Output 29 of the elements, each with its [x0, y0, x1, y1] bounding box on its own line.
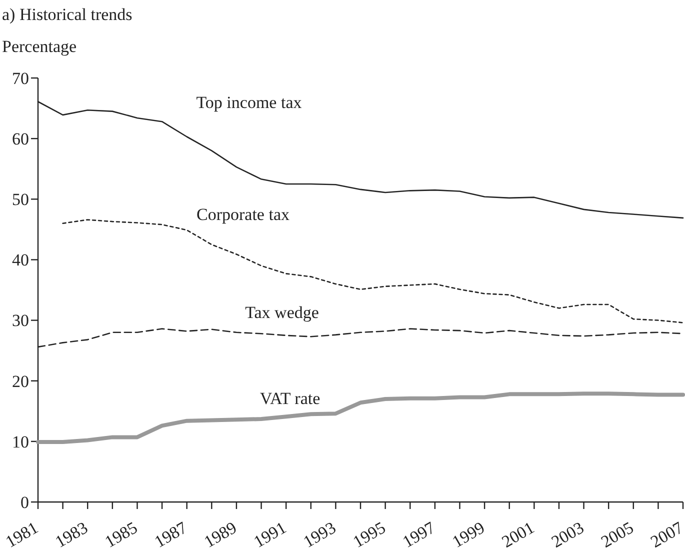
series-label: VAT rate: [260, 389, 320, 408]
y-tick-label: 10: [12, 432, 29, 452]
x-tick-label: 2003: [548, 518, 588, 552]
y-tick-label: 30: [12, 311, 29, 330]
x-tick-label: 2007: [647, 518, 685, 552]
x-tick-label: 1993: [300, 518, 340, 552]
x-tick-label: 1985: [102, 518, 141, 552]
y-tick-label: 70: [12, 68, 29, 88]
x-tick-label: 1997: [399, 518, 439, 552]
x-tick-label: 2001: [498, 518, 538, 552]
y-axis-title: Percentage: [2, 37, 77, 56]
line-series: [36, 392, 685, 444]
x-tick-label: 1981: [2, 518, 42, 552]
y-tick-label: 40: [12, 250, 29, 270]
x-tick-label: 1991: [250, 518, 290, 552]
x-tick-label: 1989: [200, 518, 240, 552]
series-label: Corporate tax: [196, 205, 290, 224]
y-tick-label: 60: [12, 130, 29, 149]
y-tick-label: 50: [12, 190, 29, 210]
y-tick-label: 0: [20, 492, 29, 512]
series-label: Top income tax: [196, 93, 302, 112]
x-tick-label: 1999: [448, 518, 488, 552]
x-tick-label: 1987: [151, 518, 191, 552]
x-tick-label: 1983: [52, 518, 91, 552]
y-tick-label: 20: [12, 372, 29, 391]
x-tick-label: 1995: [350, 518, 389, 552]
series-label: Tax wedge: [245, 303, 319, 322]
chart-title: a) Historical trends: [2, 5, 132, 24]
x-tick-label: 2005: [598, 518, 637, 552]
